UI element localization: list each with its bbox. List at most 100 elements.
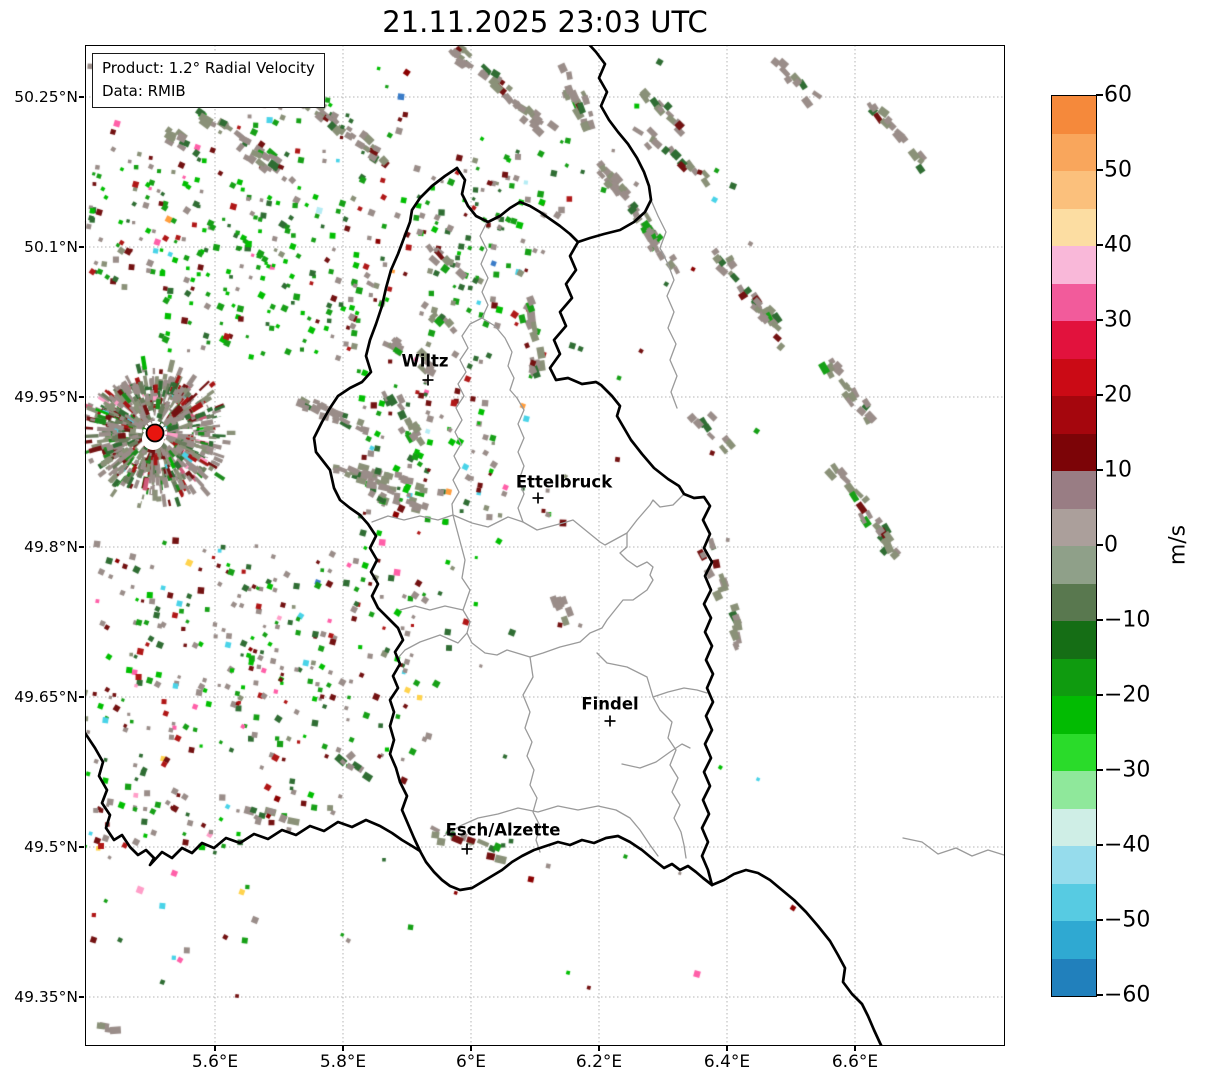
colorbar-tick-label: −20 [1104, 682, 1151, 708]
canton-border [443, 805, 659, 857]
colorbar-tick-label: −40 [1104, 832, 1151, 858]
city-marker [461, 843, 473, 855]
colorbar-tick-mark [1096, 619, 1103, 621]
ytick-mark [79, 246, 84, 248]
colorbar-tick-mark [1096, 394, 1103, 396]
colorbar-band [1052, 508, 1096, 546]
city-label: Wiltz [401, 351, 449, 371]
colorbar-band [1052, 96, 1096, 134]
colorbar-tick-label: −10 [1104, 607, 1151, 633]
ytick-label: 49.95°N [14, 388, 78, 406]
canton-border [451, 317, 525, 523]
colorbar-band [1052, 583, 1096, 621]
xtick-label: 5.6°E [191, 1052, 239, 1072]
colorbar-tick-label: −60 [1104, 982, 1151, 1008]
radar-site-dot [145, 423, 165, 443]
canton-border [652, 687, 708, 698]
colorbar-band [1052, 958, 1096, 996]
canton-border [650, 199, 678, 409]
colorbar-tick-mark [1096, 319, 1103, 321]
canton-border [902, 837, 1005, 857]
colorbar-tick-mark [1096, 694, 1103, 696]
xtick-mark [598, 1046, 600, 1051]
colorbar-tick-label: 50 [1104, 157, 1132, 183]
ytick-label: 50.25°N [14, 88, 78, 106]
colorbar-band [1052, 283, 1096, 321]
canton-border [522, 656, 541, 853]
colorbar-band [1052, 621, 1096, 659]
colorbar-band [1052, 883, 1096, 921]
colorbar-band [1052, 846, 1096, 884]
canton-border [452, 493, 685, 546]
ytick-mark [79, 96, 84, 98]
xtick-label: 6.4°E [703, 1052, 751, 1072]
country-border [312, 166, 459, 853]
xtick-mark [854, 1046, 856, 1051]
info-box-data-line: Data: RMIB [102, 81, 186, 100]
city-label: Findel [581, 694, 639, 714]
xtick-mark [214, 1046, 216, 1051]
ytick-mark [79, 696, 84, 698]
colorbar-tick-label: 60 [1104, 82, 1132, 108]
xtick-mark [726, 1046, 728, 1051]
colorbar-tick-label: −50 [1104, 907, 1151, 933]
ytick-label: 49.35°N [14, 988, 78, 1006]
colorbar-band [1052, 808, 1096, 846]
country-border [548, 240, 715, 887]
canton-border [397, 632, 468, 659]
country-border [576, 45, 653, 244]
xtick-label: 5.8°E [319, 1052, 367, 1072]
info-box-product-line: Product: 1.2° Radial Velocity [102, 59, 315, 77]
info-box: Product: 1.2° Radial Velocity Data: RMIB [92, 53, 325, 108]
xtick-label: 6.6°E [831, 1052, 879, 1072]
colorbar-band [1052, 321, 1096, 359]
city-marker [604, 715, 616, 727]
colorbar [1051, 95, 1097, 997]
colorbar-tick-mark [1096, 469, 1103, 471]
canton-border [399, 605, 464, 611]
colorbar-band [1052, 658, 1096, 696]
colorbar-band [1052, 696, 1096, 734]
canton-border [371, 514, 454, 523]
ytick-label: 49.65°N [14, 688, 78, 706]
colorbar-band [1052, 546, 1096, 584]
canton-border [596, 652, 687, 859]
xtick-label: 6.2°E [575, 1052, 623, 1072]
city-marker [422, 374, 434, 386]
colorbar-unit-label: m/s [1165, 524, 1191, 566]
colorbar-band [1052, 358, 1096, 396]
xtick-mark [470, 1046, 472, 1051]
colorbar-band [1052, 733, 1096, 771]
city-marker [532, 492, 544, 504]
colorbar-band [1052, 133, 1096, 171]
colorbar-band [1052, 246, 1096, 284]
country-border [710, 868, 884, 1046]
country-border [85, 731, 422, 867]
ytick-mark [79, 396, 84, 398]
ytick-mark [79, 996, 84, 998]
colorbar-band [1052, 921, 1096, 959]
city-label: Esch/Alzette [445, 820, 561, 840]
colorbar-band [1052, 433, 1096, 471]
colorbar-tick-label: −30 [1104, 757, 1151, 783]
ytick-label: 49.8°N [24, 538, 78, 556]
colorbar-tick-mark [1096, 994, 1103, 996]
colorbar-band [1052, 471, 1096, 509]
colorbar-band [1052, 771, 1096, 809]
xtick-mark [342, 1046, 344, 1051]
ytick-mark [79, 846, 84, 848]
xtick-label: 6°E [455, 1052, 487, 1072]
colorbar-tick-label: 0 [1104, 532, 1118, 558]
colorbar-tick-label: 20 [1104, 382, 1132, 408]
colorbar-tick-mark [1096, 769, 1103, 771]
country-border [455, 166, 580, 244]
colorbar-tick-mark [1096, 169, 1103, 171]
canton-border [621, 743, 691, 769]
colorbar-tick-mark [1096, 919, 1103, 921]
ytick-label: 49.5°N [24, 838, 78, 856]
colorbar-tick-mark [1096, 244, 1103, 246]
colorbar-tick-label: 30 [1104, 307, 1132, 333]
